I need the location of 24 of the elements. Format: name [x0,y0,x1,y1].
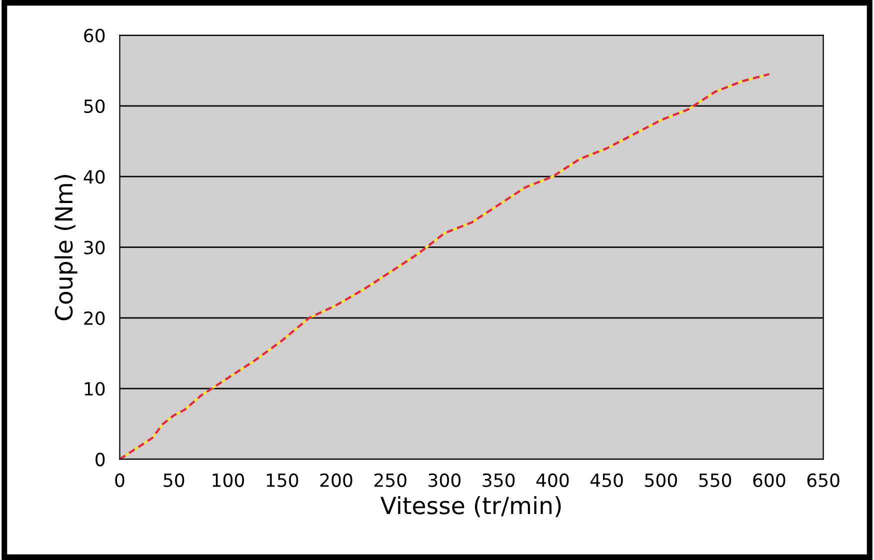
y-tick-label: 20 [84,311,105,326]
x-tick-label: 350 [482,473,515,488]
x-tick-label: 0 [115,473,124,488]
x-axis-title: Vitesse (tr/min) [380,496,561,518]
x-tick-label: 400 [536,473,569,488]
y-tick-label: 50 [84,99,105,114]
x-tick-label: 200 [320,473,352,488]
x-tick-label: 500 [645,473,677,488]
x-tick-label: 250 [374,473,406,488]
x-tick-label: 550 [699,473,732,488]
y-tick-label: 30 [84,240,105,254]
x-tick-label: 100 [212,473,244,488]
x-tick-label: 600 [753,473,786,488]
y-tick-label: 40 [84,170,105,184]
y-axis-title: Couple (Nm) [54,174,78,320]
x-tick-label: 150 [266,473,298,488]
y-tick-label: 60 [84,28,105,42]
x-tick-label: 300 [428,473,460,488]
line-series [120,73,770,460]
x-tick-label: 450 [590,473,623,488]
x-tick-label: 650 [807,473,840,488]
y-tick-label: 0 [96,452,105,466]
y-tick-label: 10 [84,382,105,396]
x-tick-label: 50 [164,473,184,488]
